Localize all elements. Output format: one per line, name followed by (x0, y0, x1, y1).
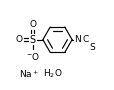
Text: S: S (88, 43, 94, 52)
Text: N: N (74, 35, 81, 44)
Text: $^{-}$O: $^{-}$O (25, 51, 39, 62)
Text: Na$^+$: Na$^+$ (19, 68, 39, 80)
Text: S: S (29, 35, 35, 45)
Text: O: O (15, 35, 22, 44)
Text: C: C (82, 35, 88, 44)
Text: H$_2$O: H$_2$O (43, 68, 62, 80)
Text: O: O (29, 20, 36, 29)
